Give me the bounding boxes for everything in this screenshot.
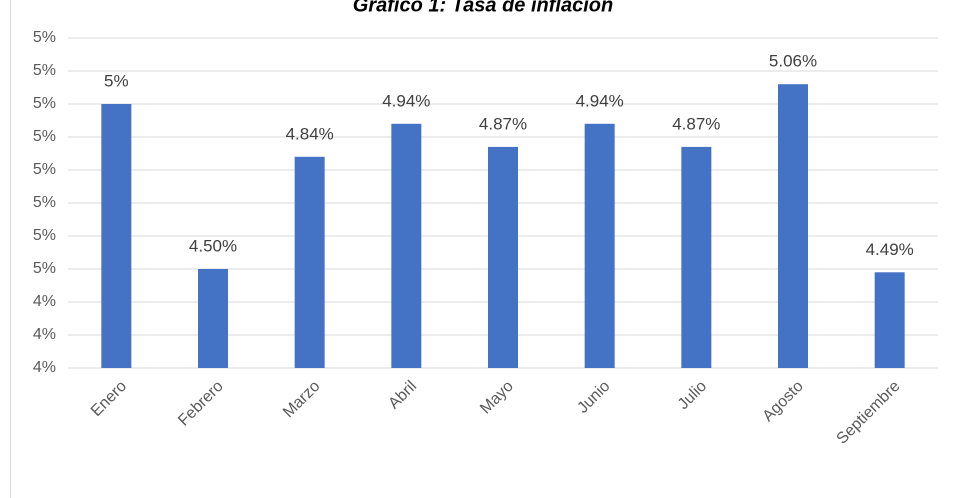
x-tick-label: Agosto	[760, 378, 807, 425]
y-tick-label: 5%	[33, 62, 56, 79]
x-tick-label: Febrero	[175, 378, 227, 430]
y-tick-label: 5%	[33, 128, 56, 145]
value-label: 4.49%	[866, 240, 914, 259]
bar	[101, 104, 132, 368]
y-tick-label: 4%	[33, 359, 56, 376]
y-tick-label: 4%	[33, 326, 56, 343]
bar	[584, 123, 615, 368]
x-tick-label: Julio	[675, 378, 710, 413]
bar	[874, 272, 905, 368]
bar	[198, 269, 228, 368]
value-label: 4.87%	[479, 114, 527, 133]
bar	[488, 146, 518, 368]
value-label: 4.87%	[672, 114, 720, 133]
chart-title: Gráfico 1: Tasa de inflación	[353, 0, 613, 16]
value-label: 5.06%	[769, 52, 817, 71]
bar	[681, 146, 712, 368]
y-tick-label: 5%	[33, 29, 56, 46]
y-tick-label: 5%	[33, 260, 56, 277]
chart-border	[10, 0, 11, 498]
x-tick-label: Junio	[574, 378, 613, 417]
x-tick-label: Marzo	[280, 378, 324, 422]
value-label: 4.84%	[286, 124, 334, 143]
x-tick-label: Abril	[385, 378, 420, 413]
x-tick-label: Mayo	[477, 378, 517, 418]
value-label: 4.50%	[189, 236, 237, 255]
value-label: 4.94%	[382, 91, 430, 110]
y-tick-label: 5%	[33, 194, 56, 211]
bar	[391, 123, 422, 368]
y-tick-label: 4%	[33, 293, 56, 310]
value-label: 5%	[104, 71, 129, 90]
value-label: 4.94%	[576, 91, 624, 110]
bar	[778, 84, 808, 368]
x-tick-label: Enero	[88, 378, 130, 420]
y-tick-label: 5%	[33, 161, 56, 178]
x-tick-label: Septiembre	[834, 378, 904, 448]
y-tick-label: 5%	[33, 95, 56, 112]
y-tick-label: 5%	[33, 227, 56, 244]
bar	[294, 156, 325, 368]
